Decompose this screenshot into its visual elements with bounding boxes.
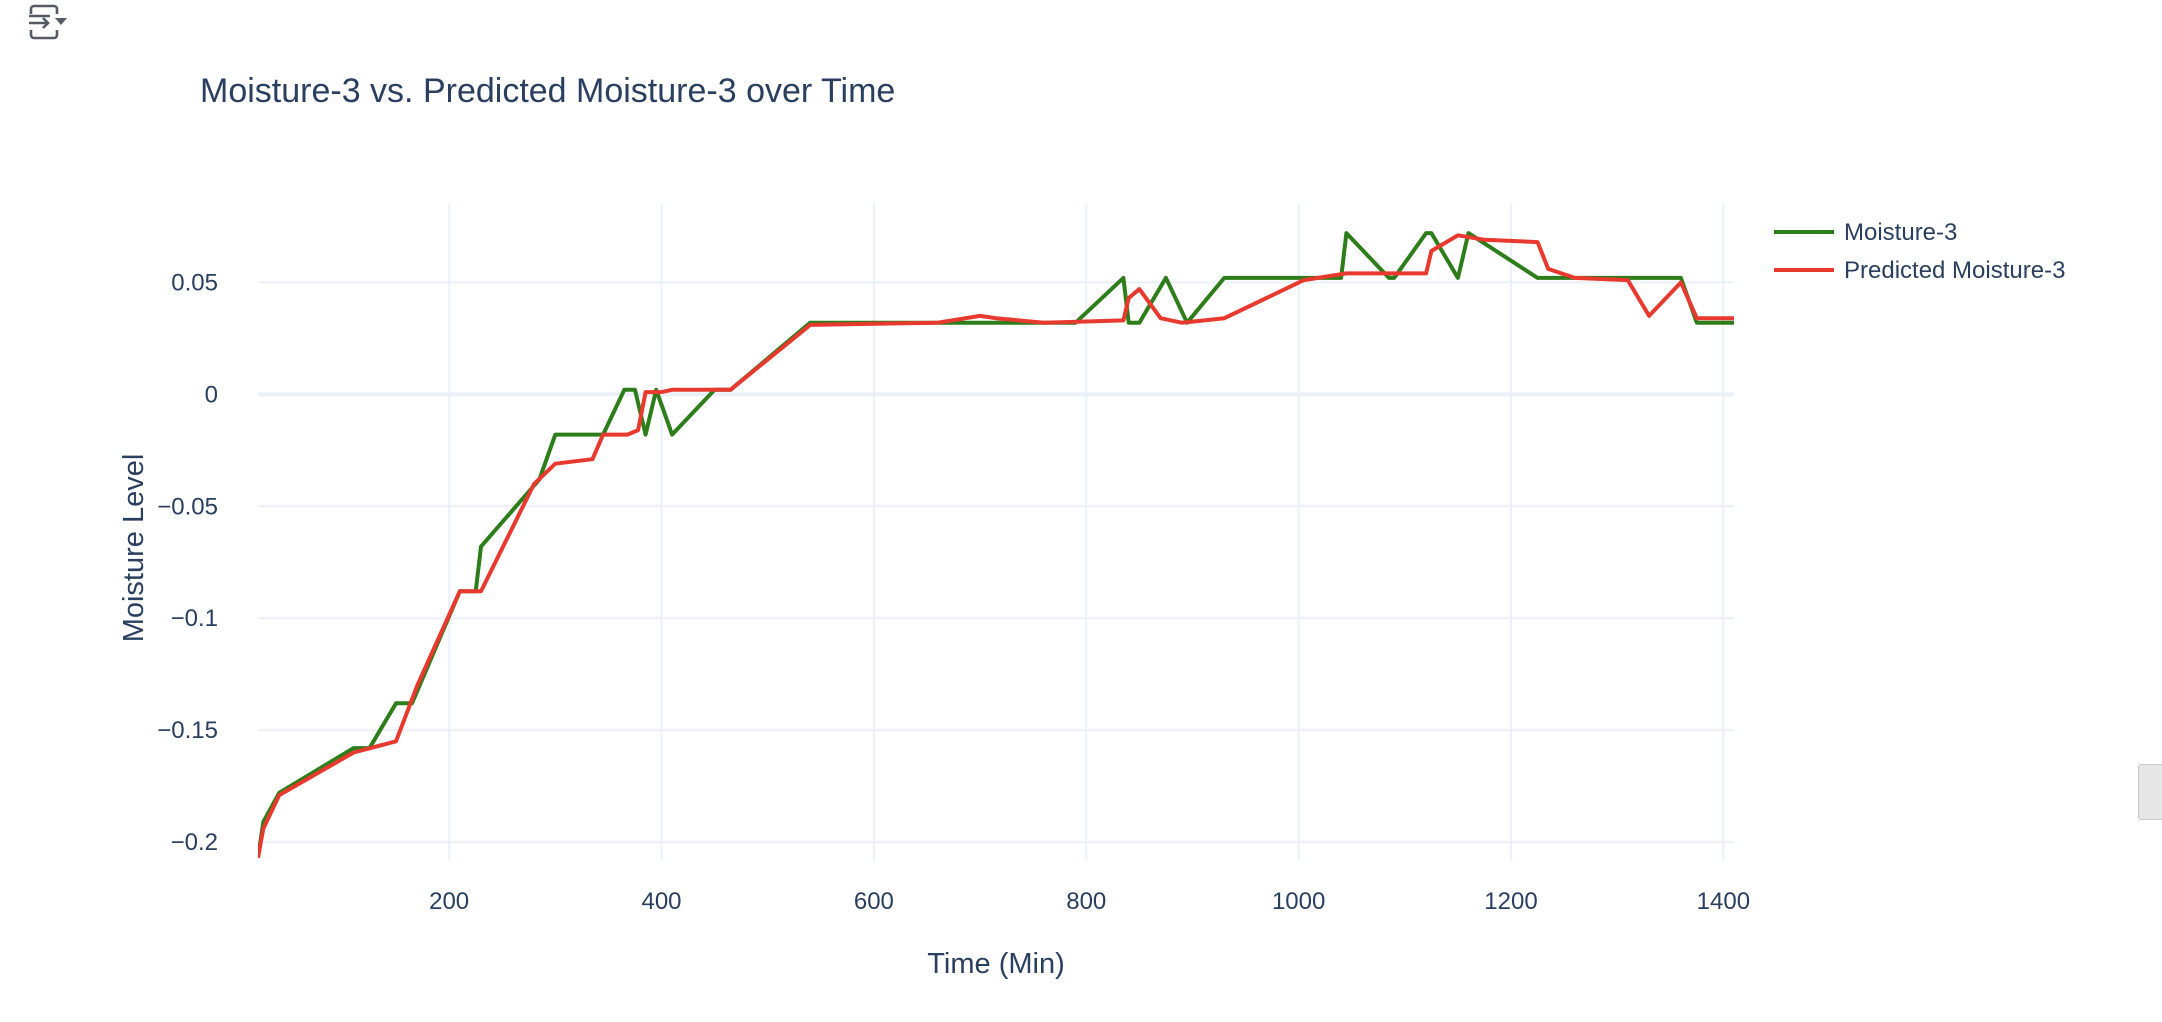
legend-label-predicted-moisture-3: Predicted Moisture-3 [1844,257,2065,284]
x-tick-label: 1200 [1484,888,1537,915]
y-tick-label: −0.15 [157,717,218,744]
y-tick-label: −0.1 [171,605,218,632]
legend[interactable]: Moisture-3 Predicted Moisture-3 [1774,219,2065,284]
y-tick-label: 0.05 [171,269,218,296]
series-line-predicted-moisture-3[interactable] [258,233,1734,859]
legend-item-moisture-3[interactable]: Moisture-3 [1774,219,1957,246]
chart-title: Moisture-3 vs. Predicted Moisture-3 over… [200,72,895,110]
x-tick-label: 600 [854,888,894,915]
x-tick-label: 1400 [1697,888,1750,915]
y-axis-title: Moisture Level [118,454,150,643]
x-tick-label: 1000 [1272,888,1325,915]
series-line-moisture-3[interactable] [258,231,1734,859]
y-tick-label: 0 [205,381,218,408]
legend-item-predicted-moisture-3[interactable]: Predicted Moisture-3 [1774,257,2065,284]
gridlines [258,204,1734,860]
side-panel-handle[interactable] [2138,764,2162,820]
legend-label-moisture-3: Moisture-3 [1844,219,1957,246]
x-axis-title: Time (Min) [927,948,1064,980]
y-axis: 0.05 0 −0.05 −0.1 −0.15 −0.2 [157,269,218,856]
x-tick-label: 200 [429,888,469,915]
y-tick-label: −0.05 [157,493,218,520]
toolbar-expand-icon[interactable] [24,2,74,42]
x-tick-label: 800 [1066,888,1106,915]
y-tick-label: −0.2 [171,829,218,856]
x-axis: 200 400 600 800 1000 1200 1400 [429,888,1750,915]
x-tick-label: 400 [641,888,681,915]
series-layer [258,231,1734,859]
